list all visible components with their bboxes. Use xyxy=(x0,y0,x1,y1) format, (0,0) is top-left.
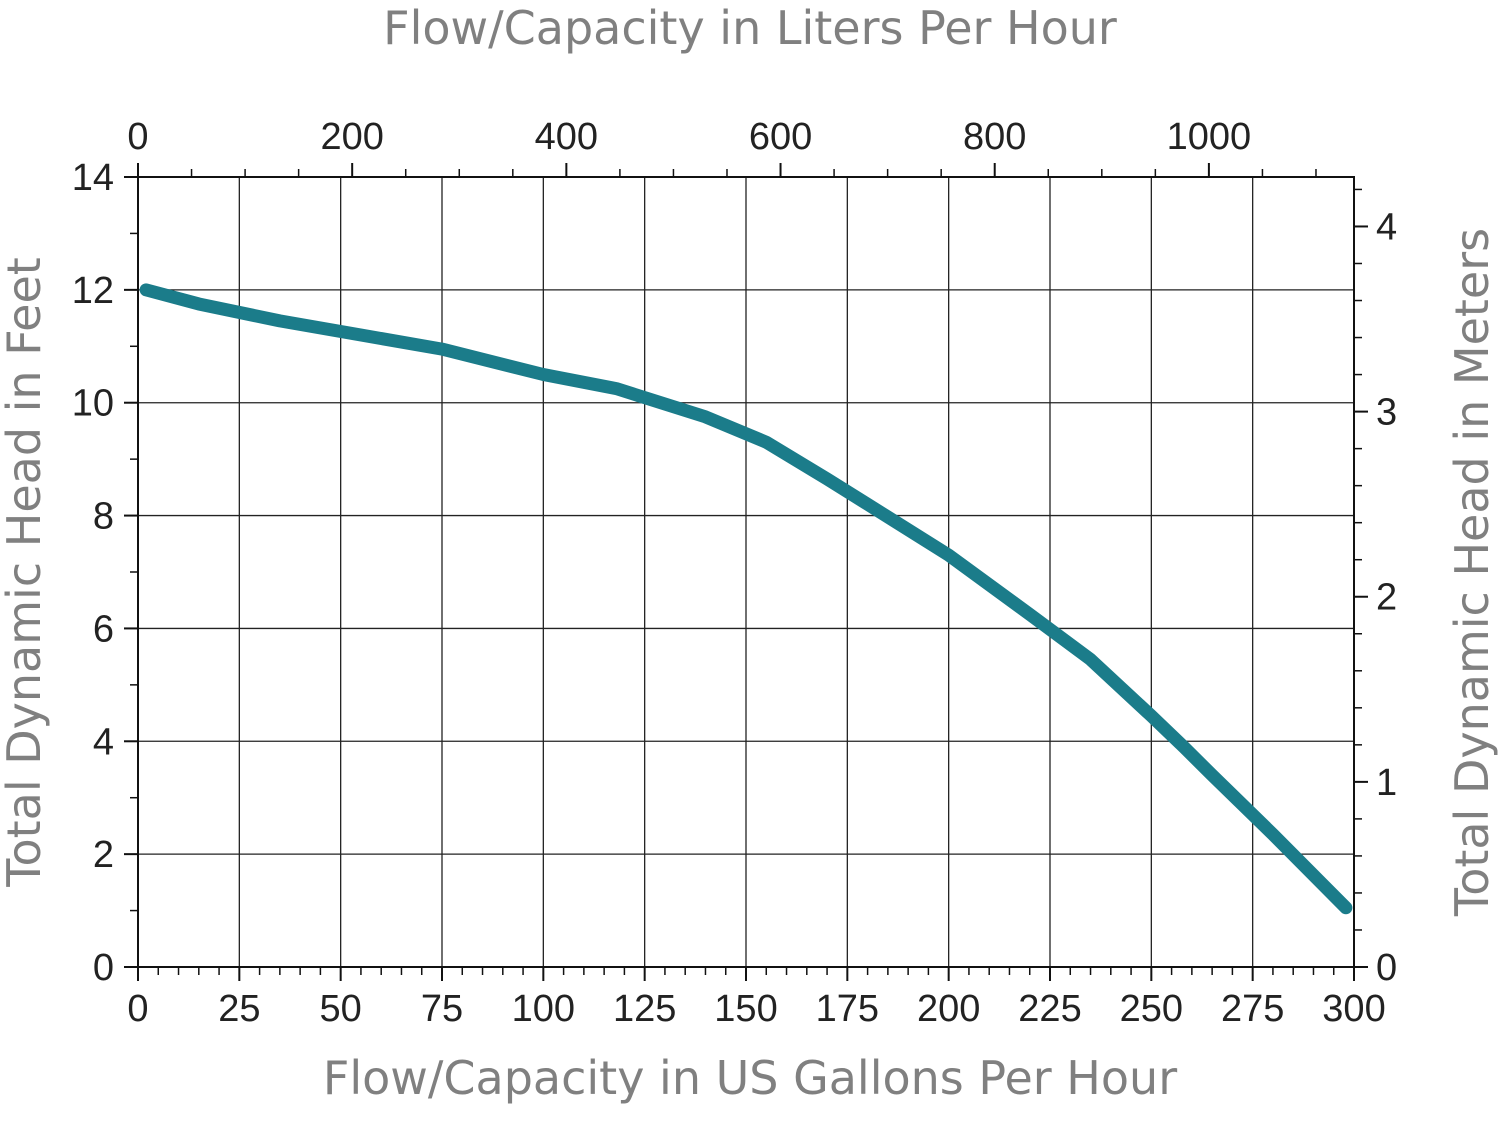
x-tick-label: 225 xyxy=(1018,988,1081,1030)
x-tick-label: 275 xyxy=(1221,988,1284,1030)
x2-tick-label: 400 xyxy=(535,116,598,158)
y2-tick-label: 1 xyxy=(1376,762,1397,804)
grid xyxy=(138,177,1354,967)
y-tick-label: 14 xyxy=(72,157,114,199)
y2-tick-label: 3 xyxy=(1376,392,1397,434)
y-tick-label: 10 xyxy=(72,383,114,425)
y-tick-label: 12 xyxy=(72,270,114,312)
x2-tick-label: 200 xyxy=(320,116,383,158)
x-tick-label: 200 xyxy=(917,988,980,1030)
x2-tick-label: 0 xyxy=(127,116,148,158)
y2-tick-label: 2 xyxy=(1376,577,1397,619)
x-tick-label: 75 xyxy=(421,988,463,1030)
x2-tick-label: 1000 xyxy=(1167,116,1252,158)
x2-axis-title: Flow/Capacity in Liters Per Hour xyxy=(383,1,1117,55)
x-tick-label: 150 xyxy=(714,988,777,1030)
y-tick-label: 8 xyxy=(93,496,114,538)
x2-tick-label: 600 xyxy=(749,116,812,158)
x-tick-label: 250 xyxy=(1120,988,1183,1030)
y2-axis-title: Total Dynamic Head in Meters xyxy=(1445,228,1499,917)
y-axis-title: Total Dynamic Head in Feet xyxy=(0,257,51,888)
x-tick-label: 300 xyxy=(1322,988,1385,1030)
y-tick-label: 2 xyxy=(93,834,114,876)
axis-ticks xyxy=(124,163,1368,981)
series-line-1 xyxy=(139,283,1353,915)
x-tick-label: 125 xyxy=(613,988,676,1030)
y2-tick-label: 4 xyxy=(1376,206,1397,248)
y2-tick-label: 0 xyxy=(1376,947,1397,989)
tick-labels: 0 25 50 75 100 125 150 175 200 225 250 275 300024681… xyxy=(72,116,1397,1030)
x-axis-title: Flow/Capacity in US Gallons Per Hour xyxy=(323,1051,1177,1105)
y-tick-label: 6 xyxy=(93,608,114,650)
x-tick-label: 25 xyxy=(218,988,260,1030)
y-tick-label: 4 xyxy=(93,721,114,763)
x-tick-label: 50 xyxy=(320,988,362,1030)
x-tick-label: 100 xyxy=(512,988,575,1030)
x-tick-label: 175 xyxy=(816,988,879,1030)
series-layer xyxy=(139,283,1353,915)
x2-tick-label: 800 xyxy=(963,116,1026,158)
y-tick-label: 0 xyxy=(93,947,114,989)
x-tick-label: 0 xyxy=(127,988,148,1030)
